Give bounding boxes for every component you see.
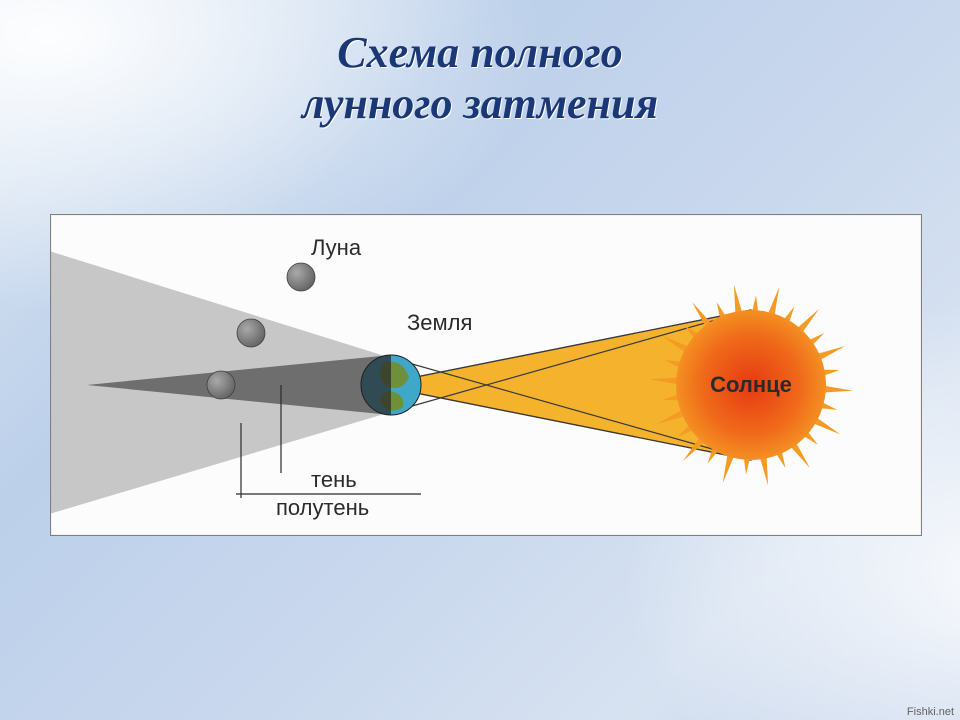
- eclipse-svg: Солнце Земля Луна тень п: [51, 215, 921, 535]
- page-title: Схема полного лунного затмения: [0, 28, 960, 129]
- title-line-1: Схема полного: [0, 28, 960, 79]
- penumbra-callout-label: полутень: [276, 495, 369, 520]
- moon-label: Луна: [311, 235, 362, 260]
- title-line-2: лунного затмения: [0, 79, 960, 130]
- watermark: Fishki.net: [907, 706, 954, 718]
- slide-stage: Схема полного лунного затмения: [0, 0, 960, 720]
- umbra-callout-label: тень: [311, 467, 357, 492]
- earth-label: Земля: [407, 310, 472, 335]
- eclipse-diagram: Солнце Земля Луна тень п: [50, 214, 922, 536]
- sun-label: Солнце: [710, 372, 792, 397]
